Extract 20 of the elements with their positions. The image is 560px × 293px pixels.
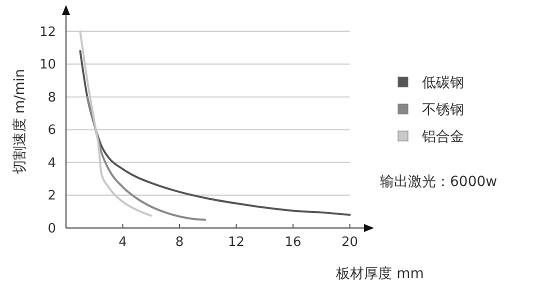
y-tick-label: 2 (48, 188, 56, 204)
x-axis-title: 板材厚度 mm (335, 266, 424, 282)
line-series (79, 50, 351, 216)
x-tick-label: 16 (284, 235, 302, 250)
x-tick-label: 4 (118, 235, 127, 250)
y-tick-label: 12 (39, 24, 56, 40)
y-tick-label: 4 (48, 156, 56, 171)
text: 输出激光：6000w (380, 174, 498, 190)
legend-label: 不锈钢 (422, 102, 464, 118)
y-axis-title: 切割速度 m/min (12, 68, 28, 174)
y-tick-label: 6 (48, 123, 56, 138)
y-tick-label: 10 (39, 58, 56, 73)
line-series (86, 96, 206, 221)
x-tick-label: 8 (175, 235, 184, 250)
legend-label: 铝合金 (421, 129, 464, 145)
legend-label: 低碳钢 (422, 75, 464, 91)
y-tick-label: 0 (48, 222, 56, 236)
x-tick-label: 12 (228, 235, 245, 250)
x-tick-label: 20 (342, 235, 358, 250)
y-tick-label: 8 (48, 90, 56, 106)
